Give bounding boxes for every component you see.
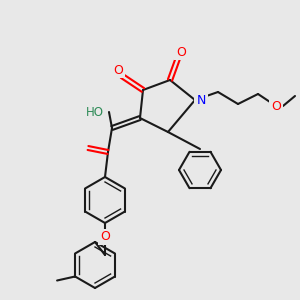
Text: O: O [271, 100, 281, 113]
Text: O: O [100, 230, 110, 244]
Text: O: O [176, 46, 186, 59]
Text: N: N [196, 94, 206, 107]
Text: O: O [113, 64, 123, 76]
Text: HO: HO [86, 106, 104, 118]
